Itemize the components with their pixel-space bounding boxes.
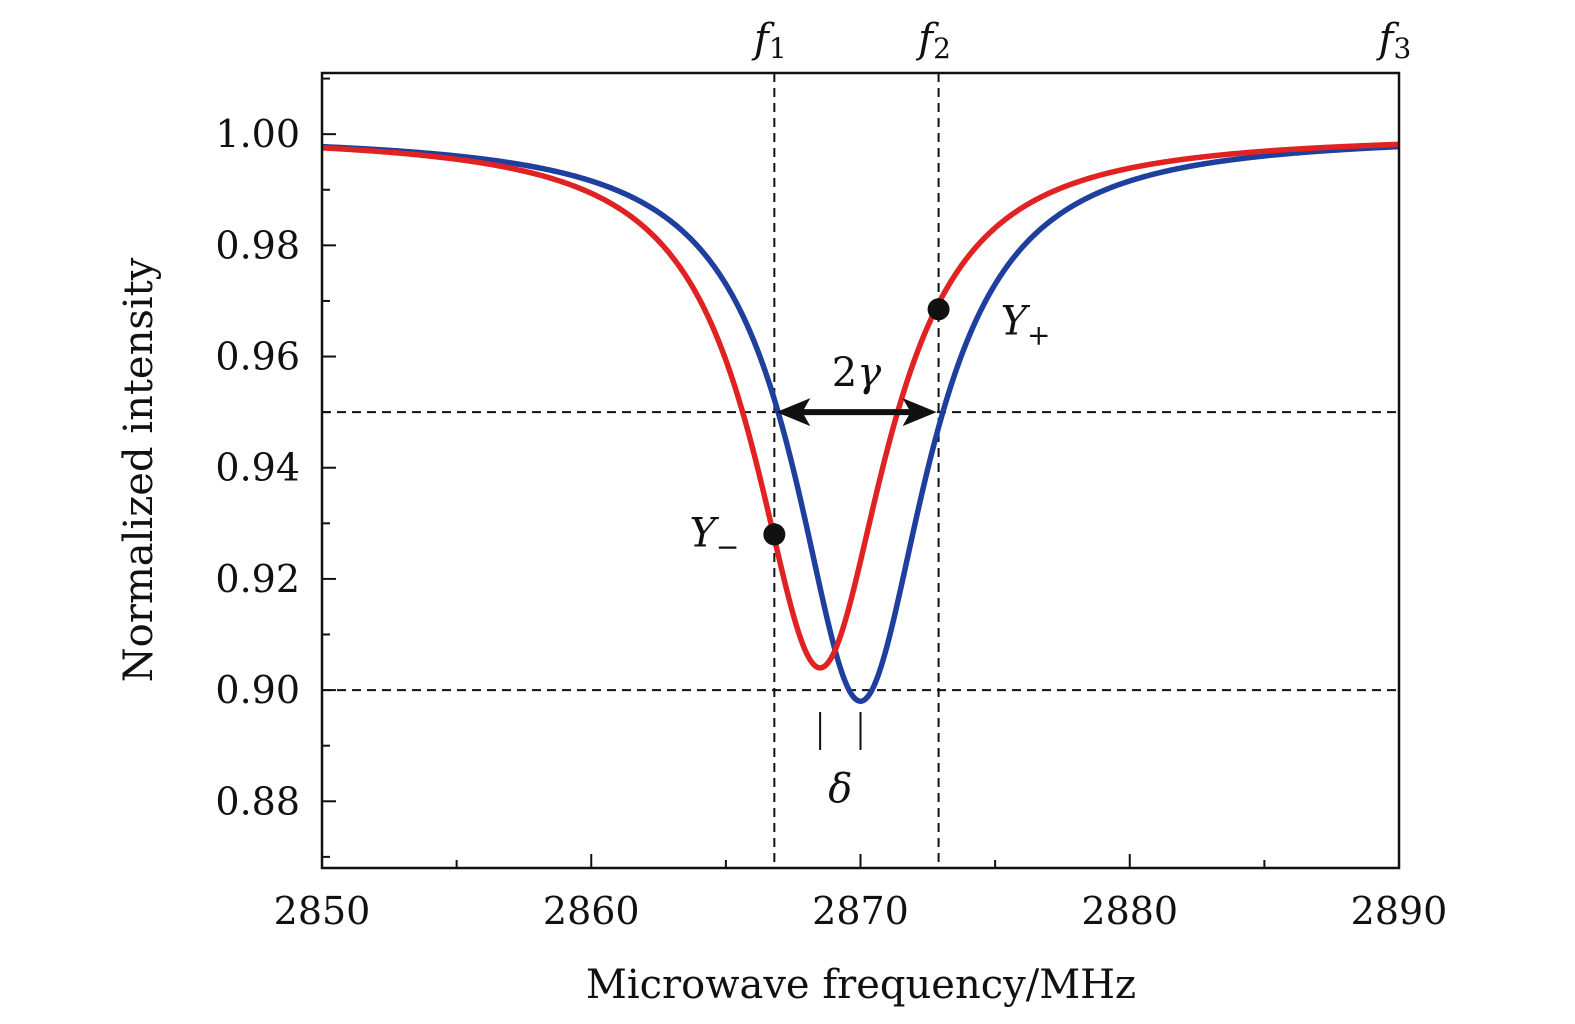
width-label: 2γ (832, 350, 881, 396)
width-arrow-left-head (776, 398, 811, 427)
annotations: f1 f2 f3 Y− Y+ 2γ δ (689, 16, 1411, 812)
series-line-1 (320, 143, 1401, 704)
y-tick-label: 0.90 (215, 668, 300, 712)
marker-point-2 (927, 298, 950, 321)
width-arrow-right-head (902, 398, 937, 427)
series-layer (320, 141, 1401, 704)
y-tick-label: 1.00 (215, 112, 300, 156)
y-tick-label: 0.92 (215, 557, 300, 601)
x-axis-title: Microwave frequency/MHz (586, 962, 1136, 1008)
top-label-3: f3 (1376, 16, 1412, 65)
top-label-2: f2 (915, 16, 951, 65)
marker-label-2: Y+ (1001, 298, 1051, 351)
y-axis-title: Normalized intensity (116, 257, 162, 682)
x-tick-label: 2860 (543, 889, 640, 933)
marker-point-1 (763, 523, 786, 546)
shift-label: δ (828, 766, 852, 812)
series-line-2 (320, 141, 1401, 671)
y-tick-label: 0.94 (215, 446, 300, 490)
y-tick-label: 0.98 (215, 223, 300, 267)
x-tick-label: 2880 (1081, 889, 1178, 933)
y-tick-label: 0.88 (215, 779, 300, 823)
tick-labels: 2850 2860 2870 2880 2890 0.88 0.90 0.92 0.94 0.96… (215, 112, 1447, 933)
x-tick-label: 2850 (274, 889, 371, 933)
y-tick-label: 0.96 (215, 335, 300, 379)
marker-label-1: Y− (689, 510, 739, 563)
x-tick-label: 2870 (812, 889, 909, 933)
top-label-1: f1 (751, 16, 787, 65)
reference-lines (322, 73, 1399, 868)
x-tick-label: 2890 (1351, 889, 1448, 933)
axis-ticks (321, 77, 1400, 868)
